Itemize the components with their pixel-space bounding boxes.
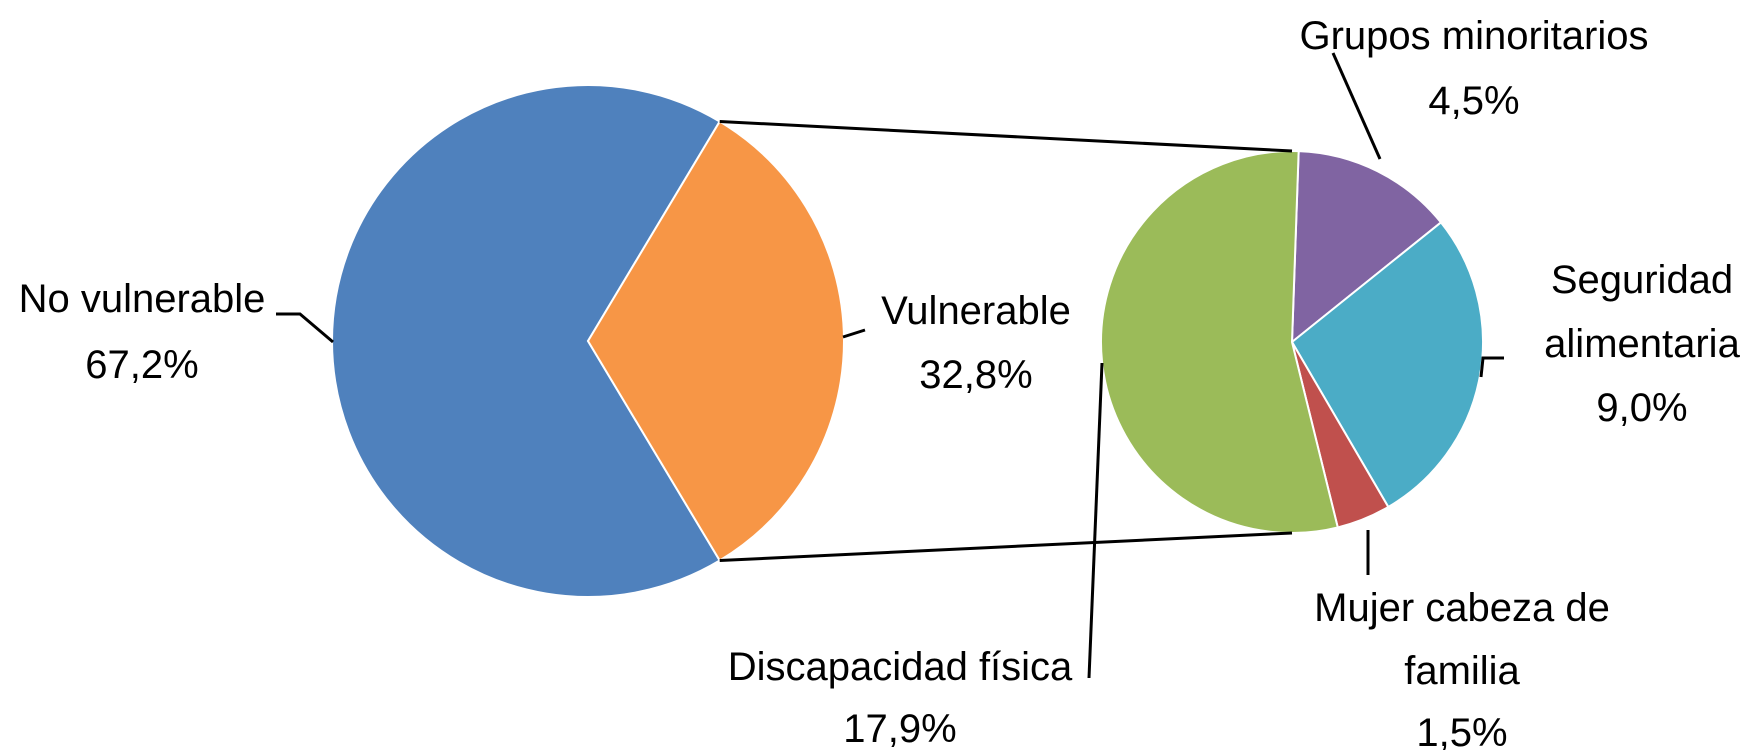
secondary-pie <box>1100 150 1484 534</box>
leader-line-seguridad <box>1479 356 1504 378</box>
value-vulnerable: 32,8% <box>919 353 1032 397</box>
value-grupos-minoritarios: 4,5% <box>1428 79 1519 123</box>
label-no-vulnerable: No vulnerable <box>19 277 266 321</box>
label-discapacidad-fisica: Discapacidad física <box>728 645 1073 689</box>
value-discapacidad-fisica: 17,9% <box>843 707 956 750</box>
label-seguridad-alimentaria-1: Seguridad <box>1551 258 1733 302</box>
leader-line-vulnerable <box>842 328 866 339</box>
leader-line-grupos <box>1331 52 1382 160</box>
leader-line-no-vulnerable <box>276 312 334 344</box>
label-vulnerable: Vulnerable <box>881 289 1071 333</box>
leader-line-discapacidad <box>1087 362 1104 679</box>
label-seguridad-alimentaria-2: alimentaria <box>1544 322 1740 366</box>
label-mujer-cabeza-2: familia <box>1404 649 1520 693</box>
slice-discapacidad-fisica <box>1100 150 1339 534</box>
label-mujer-cabeza-1: Mujer cabeza de <box>1314 586 1610 630</box>
leader-lines <box>276 52 1504 679</box>
main-pie <box>331 84 846 598</box>
value-seguridad-alimentaria: 9,0% <box>1596 386 1687 430</box>
connector-top <box>719 119 1293 153</box>
slice-vulnerable <box>586 120 846 562</box>
connector-bottom <box>719 531 1293 563</box>
value-no-vulnerable: 67,2% <box>85 343 198 387</box>
value-mujer-cabeza: 1,5% <box>1416 711 1507 750</box>
slice-grupos-minoritarios <box>1290 150 1443 345</box>
connector-lines <box>719 119 1293 563</box>
label-grupos-minoritarios: Grupos minoritarios <box>1299 14 1648 58</box>
